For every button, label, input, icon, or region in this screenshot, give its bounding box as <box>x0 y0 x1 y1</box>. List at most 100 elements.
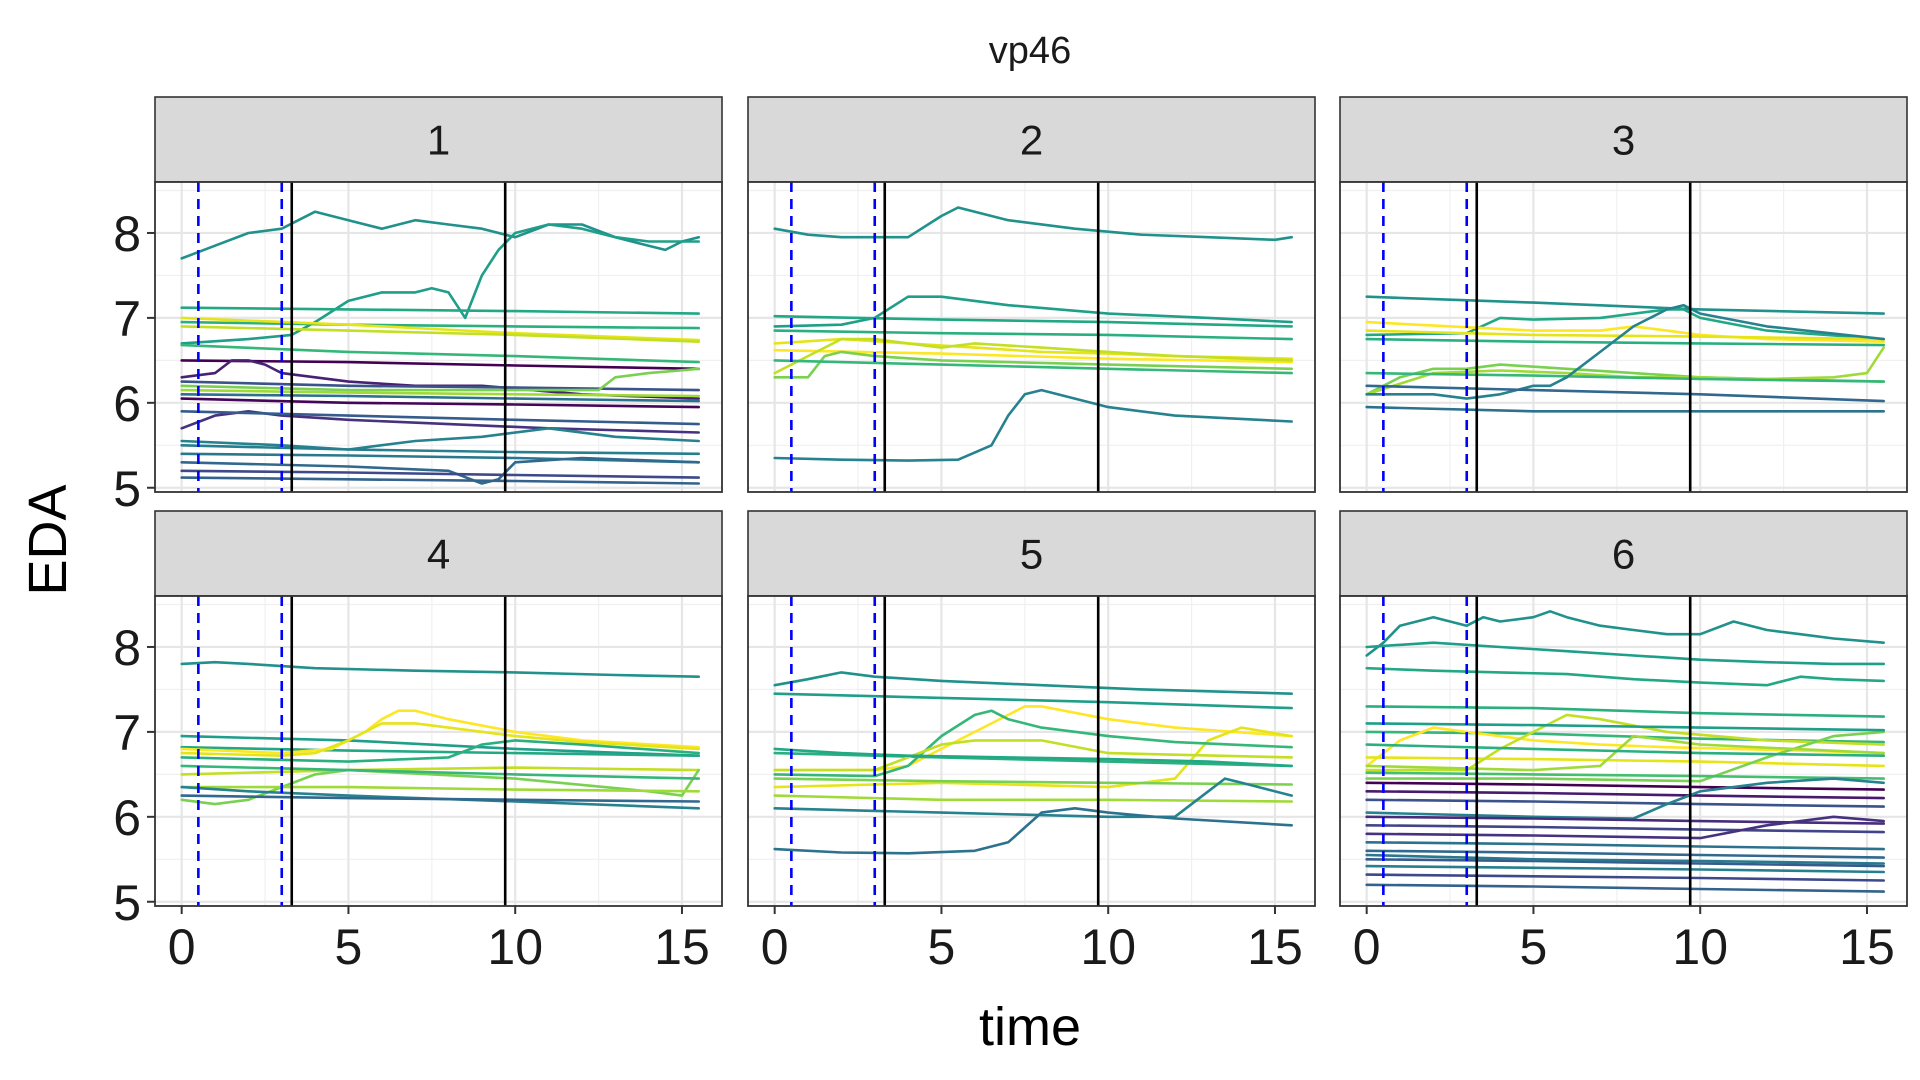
facet-strip <box>747 96 1316 183</box>
series-line-9 <box>773 359 1293 375</box>
y-tick-label: 5 <box>113 461 141 517</box>
grid-lines <box>748 182 1315 492</box>
series-line-4 <box>180 320 700 330</box>
chart-title: vp46 <box>989 30 1071 72</box>
series-line-4 <box>1365 329 1885 341</box>
series-line-4 <box>773 329 1293 341</box>
series-line-10 <box>180 739 700 763</box>
facet-strip-label: 2 <box>1020 117 1043 164</box>
series-line-22 <box>1365 858 1885 868</box>
series-line-19 <box>1365 815 1885 840</box>
series-line-8 <box>180 785 700 793</box>
series-line-10 <box>1365 405 1885 413</box>
series-line-2 <box>773 692 1293 710</box>
series-line-6 <box>773 348 1293 364</box>
series-line-8 <box>180 359 700 371</box>
facet-panel-6: 6 0 5 10 15 <box>1339 510 1908 975</box>
series-line-18 <box>180 444 700 456</box>
series-line-9 <box>180 764 700 780</box>
series-line-16 <box>180 410 700 426</box>
series-line-15 <box>1365 798 1885 808</box>
y-tick-label: 7 <box>113 705 141 761</box>
series-line-8 <box>773 350 1293 379</box>
series-line-2 <box>1365 308 1885 341</box>
reference-lines <box>790 182 1100 492</box>
series-line-26 <box>1365 853 1885 865</box>
x-tick-label: 10 <box>487 919 543 975</box>
series-line-4 <box>180 709 700 755</box>
series-line-1 <box>773 671 1293 695</box>
series-line-3 <box>773 705 1293 772</box>
series-line-11 <box>773 777 1293 819</box>
series-line-12 <box>180 388 700 398</box>
y-tick-label: 6 <box>113 376 141 432</box>
grid-lines <box>1340 182 1907 492</box>
series-line-11 <box>180 785 700 810</box>
series-line-2 <box>1365 641 1885 666</box>
series-line-14 <box>180 397 700 409</box>
x-tick-label: 0 <box>1353 919 1381 975</box>
series-line-12 <box>180 794 700 803</box>
y-tick-label: 5 <box>113 875 141 931</box>
panel-border <box>1339 181 1908 493</box>
series-line-7 <box>773 337 1293 375</box>
panel-border <box>154 595 723 907</box>
x-tick-label: 10 <box>1672 919 1728 975</box>
series-line-6 <box>180 325 700 343</box>
x-tick-label: 15 <box>1247 919 1303 975</box>
x-tick-label: 5 <box>335 919 363 975</box>
x-tick-label: 5 <box>1520 919 1548 975</box>
series-line-12 <box>1365 771 1885 780</box>
facet-strip <box>747 510 1316 597</box>
facet-strip <box>154 510 723 597</box>
x-tick-label: 10 <box>1080 919 1136 975</box>
series-line-5 <box>1365 337 1885 347</box>
series-line-15 <box>180 410 700 434</box>
y-tick-label: 8 <box>113 206 141 262</box>
series-line-13 <box>180 393 700 403</box>
series-line-9 <box>773 794 1293 803</box>
panel-border <box>747 181 1316 493</box>
series-line-16 <box>1365 777 1885 820</box>
x-tick-label: 0 <box>168 919 196 975</box>
facet-strip <box>1339 510 1908 597</box>
series-line-1 <box>1365 610 1885 657</box>
series-line-24 <box>1365 873 1885 882</box>
series-line-4 <box>1365 705 1885 718</box>
series-line-7 <box>180 768 700 806</box>
series-line-22 <box>180 476 700 485</box>
facet-panel-3: 3 <box>1339 96 1908 493</box>
series-line-8 <box>1365 371 1885 383</box>
x-axis-title: time <box>979 997 1081 1057</box>
reference-lines <box>1382 596 1692 906</box>
series-group <box>180 660 700 810</box>
series-group <box>773 206 1293 462</box>
series-line-18 <box>1365 824 1885 834</box>
panel-border <box>747 595 1316 907</box>
facet-strip-label: 3 <box>1612 117 1635 164</box>
reference-lines <box>197 182 507 492</box>
series-line-13 <box>1365 781 1885 791</box>
reference-lines <box>197 596 507 906</box>
facet-panel-1: 1 5 6 7 8 <box>113 96 723 517</box>
series-line-4 <box>773 726 1293 789</box>
series-line-9 <box>1365 730 1885 783</box>
facet-strip <box>154 96 723 183</box>
facet-panel-5: 5 0 5 10 15 <box>747 510 1316 975</box>
series-line-23 <box>1365 864 1885 874</box>
reference-lines <box>790 596 1100 906</box>
facet-strip-label: 5 <box>1020 531 1043 578</box>
series-line-1 <box>773 206 1293 242</box>
series-line-2 <box>180 734 700 757</box>
series-line-3 <box>180 306 700 315</box>
series-line-3 <box>773 314 1293 328</box>
series-line-6 <box>1365 726 1885 768</box>
facet-strip <box>1339 96 1908 183</box>
series-line-10 <box>180 380 700 392</box>
y-tick-label: 8 <box>113 620 141 676</box>
series-group <box>1365 295 1885 413</box>
panel-border <box>154 181 723 493</box>
